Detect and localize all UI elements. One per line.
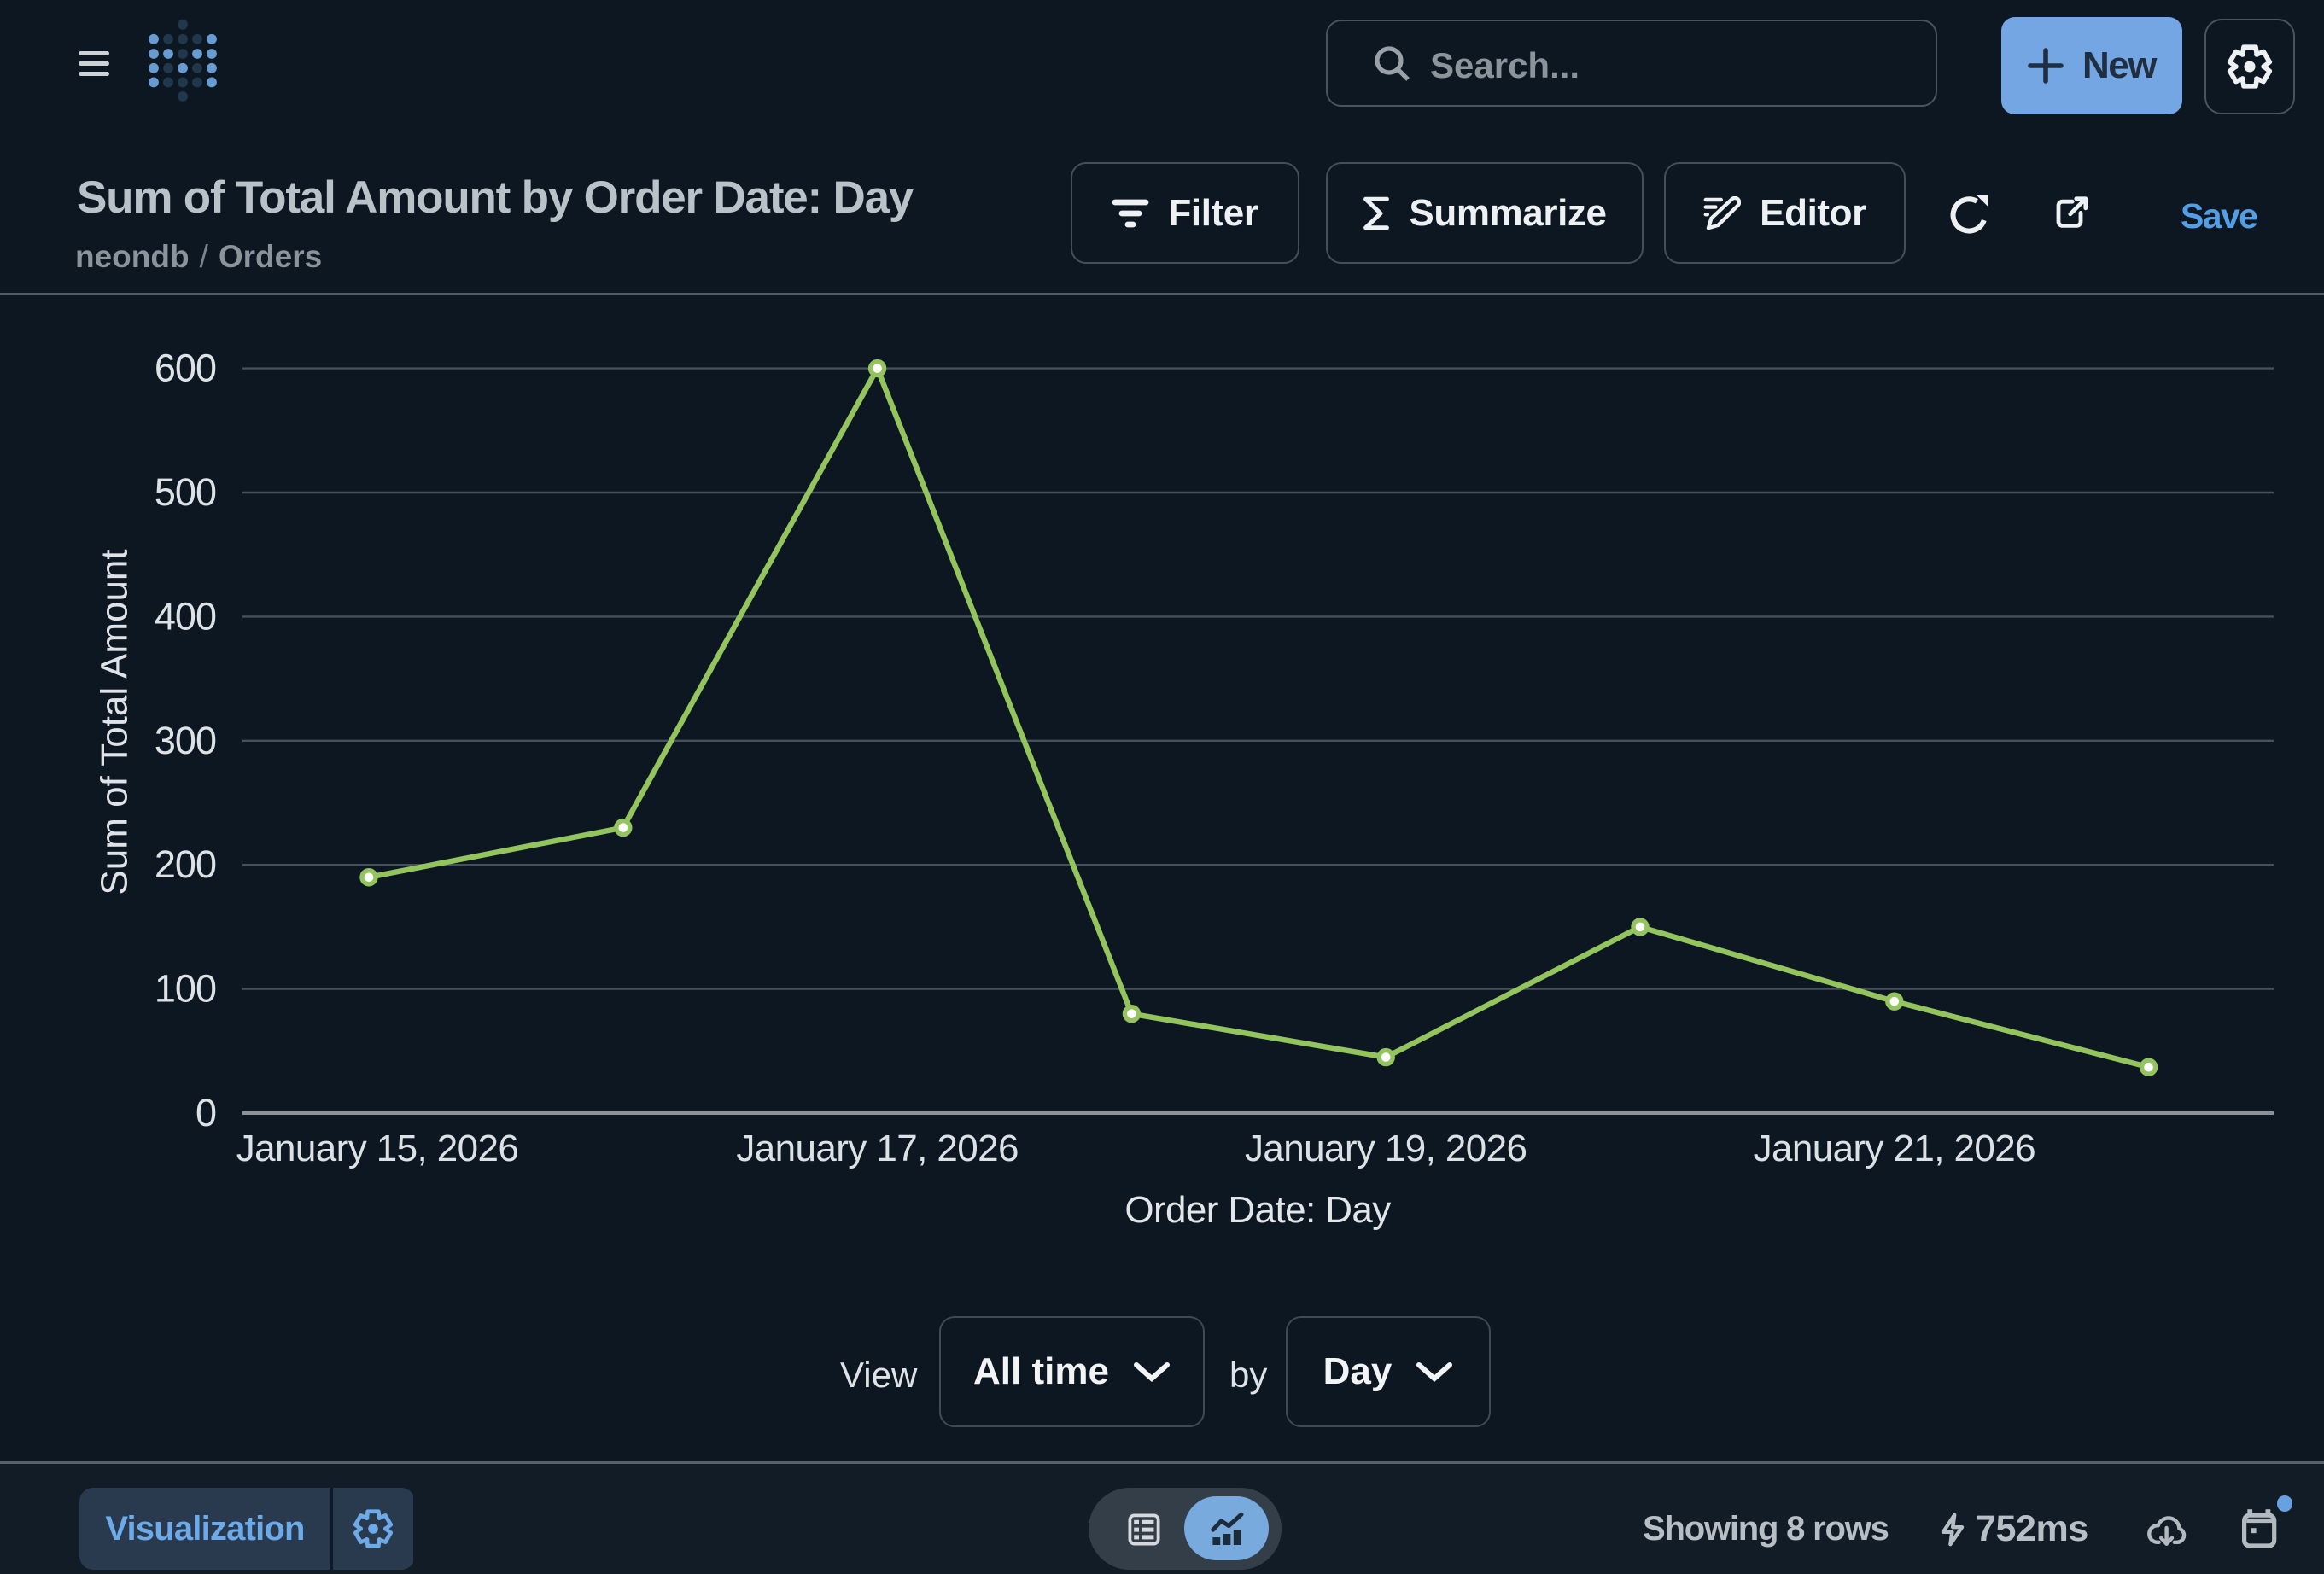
svg-text:Order Date: Day: Order Date: Day xyxy=(1124,1189,1391,1231)
svg-text:500: 500 xyxy=(155,470,216,514)
svg-text:100: 100 xyxy=(155,967,216,1011)
svg-text:600: 600 xyxy=(155,347,216,390)
svg-text:January 17, 2026: January 17, 2026 xyxy=(736,1128,1018,1169)
svg-text:Sum of Total Amount: Sum of Total Amount xyxy=(93,549,135,895)
svg-text:0: 0 xyxy=(196,1091,216,1134)
svg-text:January 15, 2026: January 15, 2026 xyxy=(236,1128,518,1169)
svg-text:January 21, 2026: January 21, 2026 xyxy=(1754,1128,2035,1169)
svg-text:January 19, 2026: January 19, 2026 xyxy=(1245,1128,1527,1169)
svg-text:300: 300 xyxy=(155,719,216,762)
svg-text:200: 200 xyxy=(155,842,216,886)
svg-text:400: 400 xyxy=(155,594,216,638)
